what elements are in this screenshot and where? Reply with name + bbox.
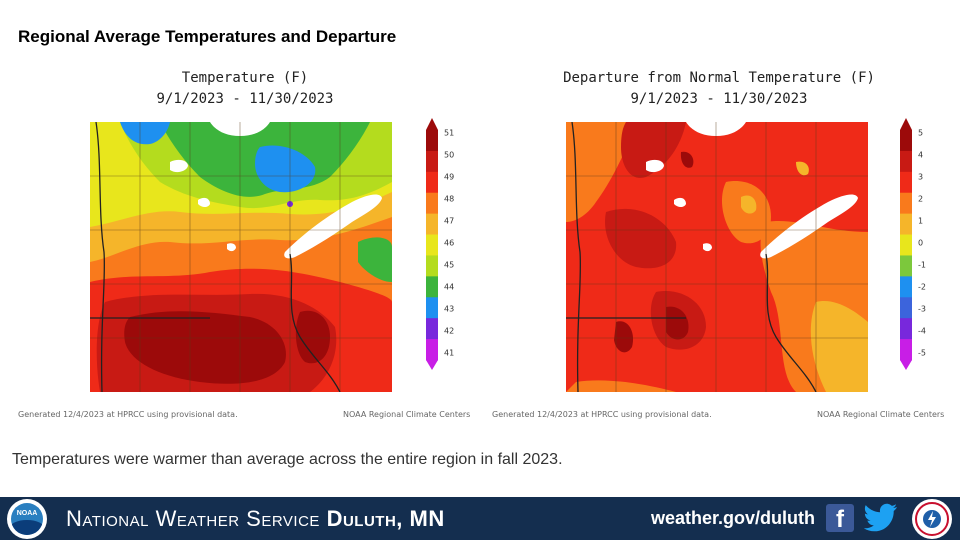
departure-scale-swatch <box>900 255 912 277</box>
temperature-scale-label: 48 <box>444 195 454 204</box>
temperature-scale-swatch <box>426 192 438 215</box>
temperature-scale-label: 47 <box>444 217 454 226</box>
noaa-logo-text: NOAA <box>16 510 38 517</box>
departure-scale-label: -2 <box>918 283 926 292</box>
departure-scale-label: 1 <box>918 217 923 226</box>
departure-scale-swatch <box>900 234 912 256</box>
departure-map-title: Departure from Normal Temperature (F) <box>563 70 875 86</box>
temperature-scale-label: 51 <box>444 129 454 138</box>
departure-scale-label: -4 <box>918 327 926 336</box>
temperature-scale-label: 46 <box>444 239 454 248</box>
departure-scale-swatch <box>900 213 912 236</box>
temperature-map-panel: Temperature (F) 9/1/2023 - 11/30/2023 <box>10 66 480 426</box>
departure-scale-swatch <box>900 276 912 298</box>
noaa-logo[interactable]: NOAA <box>7 499 47 539</box>
departure-map-image <box>566 122 868 392</box>
temperature-scale-swatch <box>426 171 438 194</box>
temperature-scale-swatch <box>426 213 438 236</box>
temperature-map-daterange: 9/1/2023 - 11/30/2023 <box>156 91 334 107</box>
temperature-scale-label: 41 <box>444 349 454 358</box>
temperature-scale-swatch <box>426 255 438 277</box>
facebook-icon[interactable]: f <box>826 504 854 532</box>
temperature-scale-label: 42 <box>444 327 454 336</box>
departure-scale-label: 3 <box>918 173 923 182</box>
temperature-scale-label: 43 <box>444 305 454 314</box>
slide-title: Regional Average Temperatures and Depart… <box>18 27 397 46</box>
temperature-scale-label: 49 <box>444 173 454 182</box>
temperature-source-note: NOAA Regional Climate Centers <box>343 410 471 419</box>
departure-scale-swatch <box>900 339 912 361</box>
departure-scale-label: 2 <box>918 195 923 204</box>
departure-scale-swatch <box>900 171 912 194</box>
temperature-scale-top-arrow <box>426 118 438 130</box>
departure-scale-label: 4 <box>918 151 923 160</box>
departure-generated-note: Generated 12/4/2023 at HPRCC using provi… <box>492 410 712 419</box>
departure-scale-top-arrow <box>900 118 912 130</box>
temperature-generated-note: Generated 12/4/2023 at HPRCC using provi… <box>18 410 238 419</box>
temperature-scale-swatch <box>426 318 438 340</box>
temperature-map-image <box>90 122 392 392</box>
departure-scale-swatch <box>900 150 912 173</box>
departure-scale-label: 5 <box>918 129 923 138</box>
departure-map-panel: Departure from Normal Temperature (F) 9/… <box>484 66 954 426</box>
departure-scale-label: -3 <box>918 305 926 314</box>
office-name: Duluth, MN <box>326 506 445 531</box>
temperature-scale-swatch <box>426 130 438 152</box>
temperature-scale-swatch <box>426 150 438 173</box>
departure-scale-swatch <box>900 192 912 215</box>
departure-scale-label: -1 <box>918 261 926 270</box>
temperature-map-title: Temperature (F) <box>181 70 309 86</box>
twitter-icon[interactable] <box>864 503 898 533</box>
temperature-scale-swatch <box>426 339 438 361</box>
temperature-scale-label: 44 <box>444 283 454 292</box>
temperature-scale-bottom-arrow <box>426 360 438 370</box>
departure-color-scale: 5 4 3 2 1 0 -1 -2 -3 -4 -5 <box>900 118 926 370</box>
departure-scale-swatch <box>900 297 912 319</box>
agency-name: National Weather Service <box>66 506 320 531</box>
temperature-color-scale: 51 50 49 48 47 46 45 44 43 42 41 <box>426 118 454 370</box>
nws-logo[interactable] <box>912 499 952 539</box>
departure-scale-bottom-arrow <box>900 360 912 370</box>
departure-map-daterange: 9/1/2023 - 11/30/2023 <box>630 91 808 107</box>
office-title: National Weather Service Duluth, MN <box>66 506 445 532</box>
departure-scale-label: -5 <box>918 349 926 358</box>
temperature-scale-swatch <box>426 297 438 319</box>
departure-scale-swatch <box>900 318 912 340</box>
temperature-scale-label: 45 <box>444 261 454 270</box>
temperature-scale-label: 50 <box>444 151 454 160</box>
departure-scale-label: 0 <box>918 239 923 248</box>
departure-source-note: NOAA Regional Climate Centers <box>817 410 945 419</box>
footer-bar: NOAA National Weather Service Duluth, MN… <box>0 497 960 540</box>
summary-text: Temperatures were warmer than average ac… <box>12 451 563 468</box>
departure-scale-swatch <box>900 130 912 152</box>
temperature-scale-swatch <box>426 276 438 298</box>
office-website-link[interactable]: weather.gov/duluth <box>651 508 816 528</box>
temperature-scale-swatch <box>426 234 438 256</box>
